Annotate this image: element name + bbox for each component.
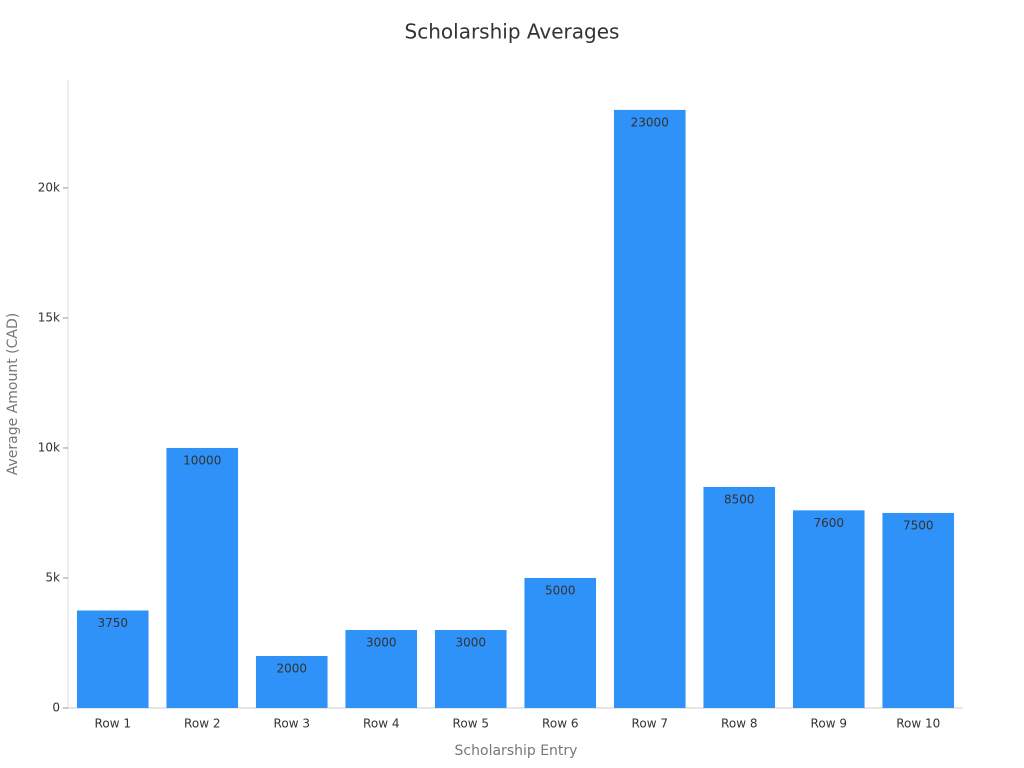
data-label: 8500 [724,492,755,506]
bar [345,629,418,708]
data-label: 23000 [631,115,669,129]
x-tick-label: Row 2 [184,717,220,731]
bar [524,577,597,708]
x-tick-label: Row 1 [95,717,131,731]
bar [255,655,328,708]
chart-title: Scholarship Averages [405,20,620,44]
bar [76,610,149,708]
x-tick-label: Row 10 [896,717,940,731]
data-label: 3000 [455,635,486,649]
y-tick-label: 5k [45,570,60,584]
x-tick-label: Row 6 [542,717,578,731]
data-label: 5000 [545,583,576,597]
x-tick-label: Row 3 [274,717,310,731]
data-label: 2000 [276,661,307,675]
y-axis-title: Average Amount (CAD) [5,313,21,475]
x-tick-label: Row 4 [363,717,399,731]
bar [792,510,865,708]
bar [434,629,507,708]
x-tick-label: Row 8 [721,717,757,731]
bar [613,109,686,708]
x-tick-label: Row 7 [632,717,668,731]
data-label: 7600 [813,516,844,530]
data-label: 7500 [903,518,934,532]
data-label: 3750 [97,616,128,630]
y-tick-label: 0 [52,701,60,715]
data-label: 10000 [183,453,221,467]
bar [703,486,776,708]
data-label: 3000 [366,635,397,649]
y-tick-label: 20k [38,180,60,194]
x-tick-label: Row 5 [453,717,489,731]
x-tick-label: Row 9 [811,717,847,731]
y-tick-label: 10k [38,440,60,454]
bar [166,447,239,708]
x-axis-title: Scholarship Entry [455,743,578,759]
bar [882,512,955,708]
y-tick-label: 15k [38,310,60,324]
